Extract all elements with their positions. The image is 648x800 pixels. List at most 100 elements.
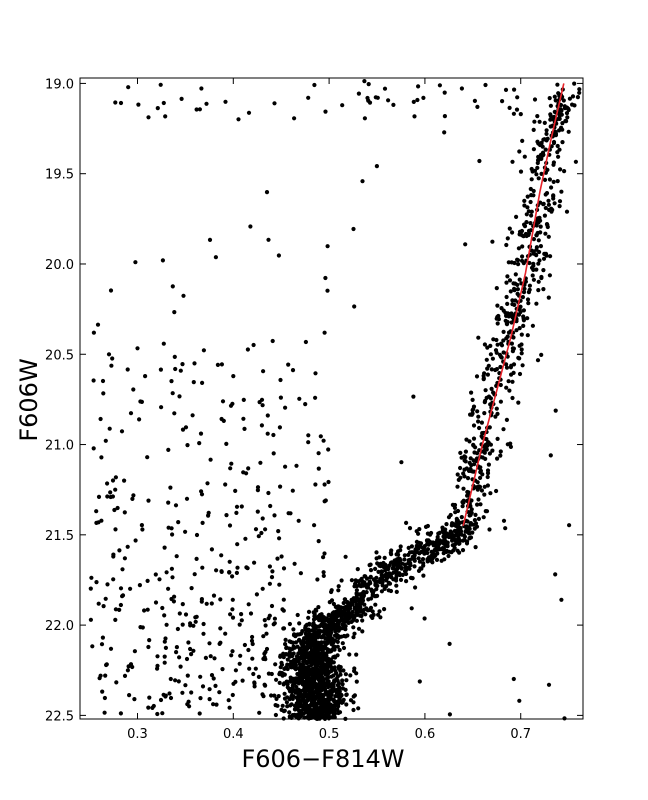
data-point xyxy=(316,661,321,666)
data-point xyxy=(495,303,500,308)
data-point xyxy=(495,456,500,461)
data-point xyxy=(223,99,228,104)
data-point xyxy=(179,96,184,101)
data-point xyxy=(515,95,520,100)
data-point xyxy=(499,306,504,311)
data-point xyxy=(342,617,347,622)
data-point xyxy=(313,395,318,400)
data-point xyxy=(260,403,265,408)
data-point xyxy=(302,683,307,688)
data-point xyxy=(538,224,543,229)
data-point xyxy=(331,660,336,665)
data-point xyxy=(313,616,318,621)
data-point xyxy=(125,367,130,372)
data-point xyxy=(260,516,265,521)
data-point xyxy=(335,653,340,658)
data-point xyxy=(374,164,379,169)
data-point xyxy=(473,545,478,550)
data-point xyxy=(166,447,171,452)
data-point xyxy=(128,586,133,591)
data-point xyxy=(278,484,283,489)
data-point xyxy=(233,488,238,493)
data-point xyxy=(469,507,474,512)
data-point xyxy=(412,564,417,569)
data-point xyxy=(334,687,339,692)
data-point xyxy=(408,575,414,581)
data-point xyxy=(256,534,261,539)
data-point xyxy=(292,116,297,121)
data-point xyxy=(215,362,220,367)
data-point xyxy=(468,412,473,417)
data-point xyxy=(407,526,413,531)
data-point xyxy=(219,553,224,558)
data-point xyxy=(451,536,456,541)
data-point xyxy=(498,449,503,454)
data-point xyxy=(325,639,330,644)
data-point xyxy=(504,242,509,248)
data-point xyxy=(197,441,202,446)
data-point xyxy=(457,538,462,543)
data-point xyxy=(274,696,279,702)
data-point xyxy=(306,433,311,438)
data-point xyxy=(434,557,440,563)
data-point xyxy=(336,588,341,593)
data-point xyxy=(409,606,414,611)
data-point xyxy=(343,627,348,632)
data-point xyxy=(543,147,548,152)
data-point xyxy=(520,138,525,143)
data-point xyxy=(387,563,392,568)
data-point xyxy=(477,425,482,431)
data-point xyxy=(493,367,498,373)
data-point xyxy=(514,107,520,112)
data-point xyxy=(543,231,548,236)
data-point xyxy=(290,488,295,493)
data-point xyxy=(228,466,233,471)
data-point xyxy=(527,283,533,288)
data-point xyxy=(526,209,531,214)
data-point xyxy=(297,396,302,401)
data-point xyxy=(297,676,302,681)
data-point xyxy=(531,127,536,132)
data-point xyxy=(288,511,293,516)
data-point xyxy=(528,221,533,226)
data-point xyxy=(409,544,414,549)
data-point xyxy=(283,405,288,410)
data-point xyxy=(113,475,118,480)
data-point xyxy=(509,313,514,318)
data-point xyxy=(336,622,341,627)
data-point xyxy=(158,697,164,703)
data-point xyxy=(237,661,242,666)
data-point xyxy=(476,335,481,340)
data-point xyxy=(310,658,315,663)
data-point xyxy=(251,342,256,348)
data-point xyxy=(130,496,135,501)
data-point xyxy=(460,548,466,553)
data-point xyxy=(177,655,182,660)
data-point xyxy=(416,556,421,561)
data-point xyxy=(572,103,577,108)
data-point xyxy=(552,201,557,206)
data-point xyxy=(191,380,196,385)
data-point xyxy=(322,551,327,556)
data-point xyxy=(483,456,488,461)
data-point xyxy=(482,411,487,416)
data-point xyxy=(517,698,522,703)
data-point xyxy=(486,363,491,368)
data-point xyxy=(105,481,110,486)
data-point xyxy=(475,409,480,414)
data-point xyxy=(482,492,487,497)
data-point xyxy=(304,686,309,692)
data-point xyxy=(127,693,132,698)
data-point xyxy=(246,110,252,115)
data-point xyxy=(462,533,467,538)
data-point xyxy=(491,337,496,342)
data-point xyxy=(539,352,544,357)
data-point xyxy=(321,615,326,620)
data-point xyxy=(343,634,348,639)
data-point xyxy=(522,286,527,291)
data-point xyxy=(266,237,271,242)
data-point xyxy=(344,692,349,698)
data-point xyxy=(278,395,283,400)
data-point xyxy=(302,675,308,680)
data-point xyxy=(545,136,550,141)
